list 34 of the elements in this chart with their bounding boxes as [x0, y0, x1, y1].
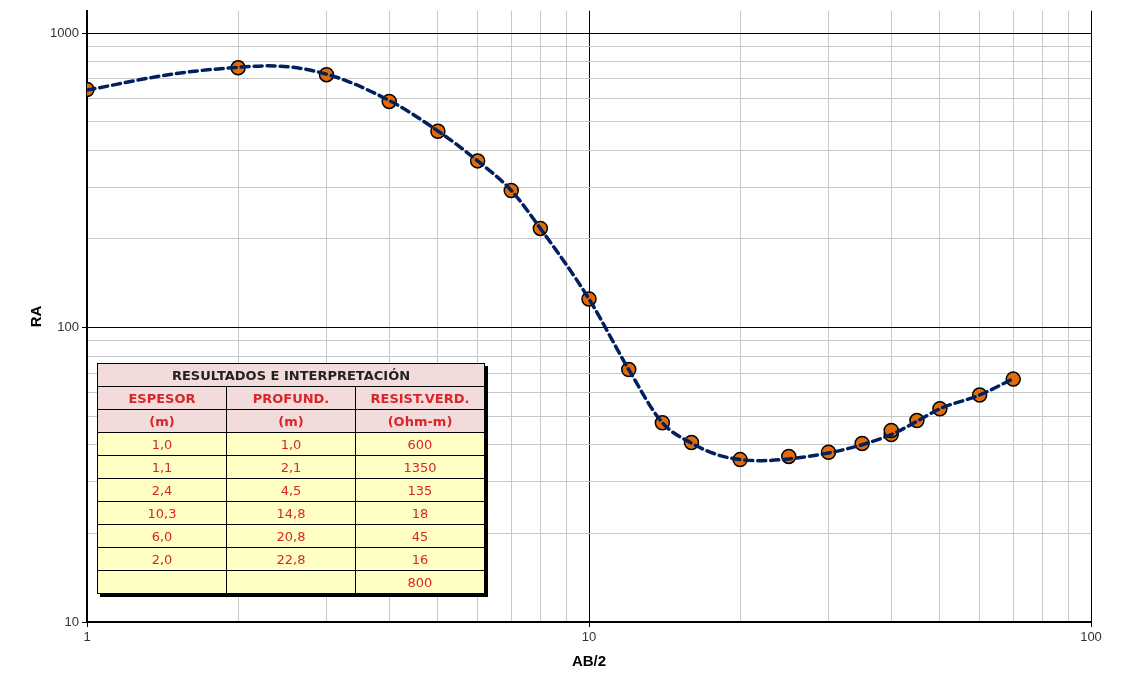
text: 2,1: [280, 459, 302, 475]
x-tick-label: 100: [1080, 629, 1102, 645]
text: 45: [411, 528, 429, 544]
text: 10,3: [147, 505, 177, 521]
text: 1,0: [151, 436, 173, 452]
text: 2,0: [151, 551, 173, 567]
y-tick-label: 10: [64, 613, 79, 629]
y-tick-label: 1000: [50, 24, 79, 40]
x-axis-title: AB/2: [571, 652, 607, 670]
text: 14,8: [276, 505, 306, 521]
text: 2,4: [151, 482, 173, 498]
text: 18: [411, 505, 429, 521]
text: 135: [407, 482, 433, 498]
text: (m): [278, 413, 304, 429]
y-tick-label: 100: [57, 319, 79, 335]
x-tick-label: 10: [581, 629, 597, 645]
y-axis-title: RA: [27, 305, 45, 328]
text: 4,5: [280, 482, 302, 498]
text: 6,0: [151, 528, 173, 544]
category-label: PROFUND.: [226, 386, 356, 410]
text: (m): [149, 413, 175, 429]
text: 1,0: [280, 436, 302, 452]
category-label: ESPESOR: [97, 386, 227, 410]
text: (Ohm-m): [387, 413, 453, 429]
text: 600: [407, 436, 433, 452]
text: RESULTADOS E INTERPRETACIÓN: [97, 363, 485, 387]
category-label: RESIST.VERD.: [355, 386, 485, 410]
text: 20,8: [276, 528, 306, 544]
text: 800: [407, 574, 433, 590]
x-tick-label: 1: [83, 629, 91, 645]
text: 16: [411, 551, 429, 567]
text: 1,1: [151, 459, 173, 475]
text: 1350: [403, 459, 437, 475]
text: 22,8: [276, 551, 306, 567]
